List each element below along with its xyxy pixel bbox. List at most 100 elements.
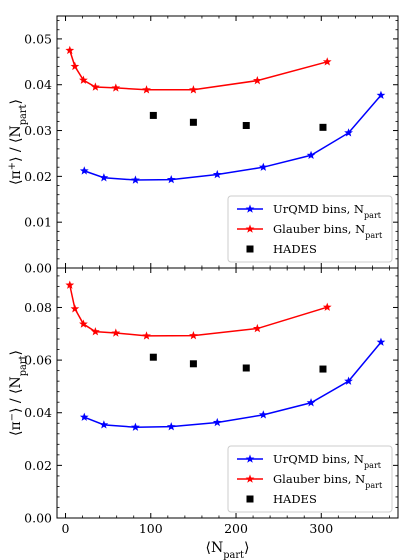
x-tick-label: 300 (309, 521, 333, 536)
data-point (344, 376, 353, 385)
data-point (258, 162, 268, 171)
legend-label-sub: part (365, 481, 383, 490)
series-line (84, 94, 382, 181)
data-point (189, 360, 197, 368)
y-axis-title: ⟨π+⟩ / ⟨Npart⟩ (7, 99, 29, 185)
ylabel-end: ⟩ (8, 99, 24, 104)
legend-marker (245, 454, 255, 463)
xlabel-end: ⟩ (244, 540, 249, 556)
data-point (166, 174, 176, 184)
data-point (111, 83, 121, 92)
y-tick-label: 0.04 (24, 405, 52, 420)
series-3 (149, 353, 327, 373)
xlabel-sub: part (223, 550, 244, 560)
y-tick-label: 0.08 (24, 300, 52, 315)
data-point (322, 57, 332, 66)
data-point (258, 410, 268, 419)
data-point (189, 85, 198, 94)
legend-label: Glauber bins, Npart (273, 472, 383, 490)
data-point (111, 328, 121, 337)
data-point (149, 353, 157, 361)
legend-box (227, 445, 393, 513)
legend-label-main: UrQMD bins, N (273, 452, 364, 466)
data-point (242, 122, 250, 130)
data-point (319, 123, 327, 131)
x-tick-label: 0 (62, 521, 70, 536)
data-point (376, 90, 386, 99)
legend-label: UrQMD bins, Npart (273, 452, 382, 470)
data-point (252, 76, 262, 85)
legend-marker (245, 224, 255, 233)
data-point (79, 319, 88, 328)
ylabel-main: ⟨π (8, 170, 24, 185)
plot-frame (56, 267, 399, 519)
legend-label-main: HADES (273, 242, 317, 256)
y-tick-label: 0.02 (24, 458, 52, 473)
data-point (252, 323, 262, 333)
data-point (65, 45, 75, 55)
data-point (99, 420, 109, 429)
legend-box (227, 195, 393, 263)
y-tick-label: 0.02 (24, 169, 52, 184)
series-2 (65, 45, 332, 94)
data-point (131, 422, 140, 431)
data-point (306, 150, 316, 160)
data-point (79, 412, 89, 421)
data-point (142, 331, 151, 340)
data-point (99, 173, 109, 182)
legend-label: HADES (273, 492, 317, 506)
x-tick-label: 100 (139, 521, 163, 536)
y-tick-label: 0.00 (24, 261, 52, 276)
data-point (376, 337, 386, 346)
data-point (306, 398, 316, 407)
legend-label-sub: part (364, 211, 382, 220)
data-point (344, 128, 353, 137)
y-tick-label: 0.03 (24, 123, 52, 138)
data-point (189, 118, 197, 126)
legend-marker (245, 474, 255, 483)
data-point (70, 304, 80, 313)
y-tick-label: 0.01 (24, 215, 52, 230)
ylabel-end: ⟩ (8, 350, 24, 355)
legend-label-main: Glauber bins, N (273, 472, 365, 486)
data-point (65, 280, 75, 289)
series-2 (65, 280, 332, 340)
legend-label-main: UrQMD bins, N (273, 202, 364, 216)
ylabel-sup: − (7, 413, 18, 421)
data-point (131, 175, 140, 184)
data-point (242, 364, 250, 372)
data-point (212, 417, 222, 427)
ylabel-rest: ⟩ / ⟨N (8, 125, 24, 162)
data-point (70, 61, 80, 71)
series-line (84, 341, 382, 428)
data-point (189, 331, 198, 340)
ylabel-main: ⟨π (8, 421, 24, 436)
xlabel-main: ⟨N (206, 540, 224, 556)
legend-label: Glauber bins, Npart (273, 222, 383, 240)
y-tick-label: 0.04 (24, 77, 52, 92)
data-point (322, 302, 332, 311)
legend-label-main: HADES (273, 492, 317, 506)
series-1 (79, 337, 386, 431)
series-3 (149, 111, 327, 131)
data-point (166, 422, 176, 431)
legend-label-sub: part (364, 461, 382, 470)
data-point (90, 327, 100, 336)
data-point (142, 85, 151, 94)
series-1 (79, 90, 386, 184)
x-tick-label: 200 (224, 521, 248, 536)
legend-marker (246, 245, 254, 253)
y-tick-label: 0.06 (24, 353, 52, 368)
data-point (79, 75, 88, 84)
legend-label-main: Glauber bins, N (273, 222, 365, 236)
y-axis-title: ⟨π−⟩ / ⟨Npart⟩ (7, 350, 29, 436)
data-point (212, 169, 222, 179)
legend-label-sub: part (365, 231, 383, 240)
y-tick-label: 0.05 (24, 31, 52, 46)
data-point (79, 166, 89, 175)
series-line (69, 284, 328, 337)
ylabel-sub: part (18, 355, 29, 376)
